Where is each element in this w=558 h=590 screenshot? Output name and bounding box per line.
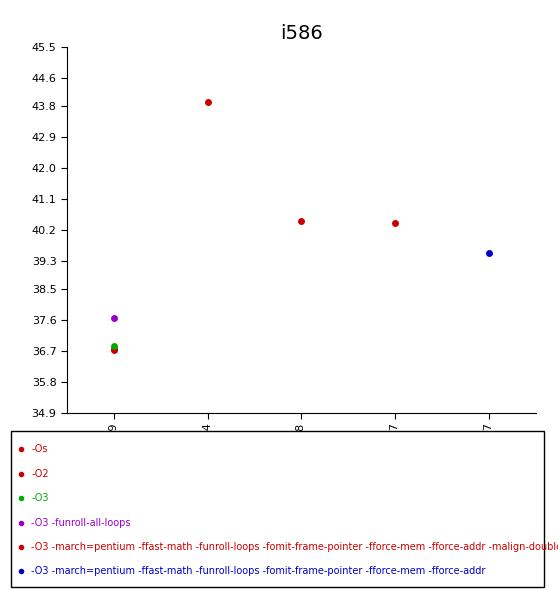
- Text: -O2: -O2: [31, 469, 49, 479]
- Text: -O3 -march=pentium -ffast-math -funroll-loops -fomit-frame-pointer -fforce-mem -: -O3 -march=pentium -ffast-math -funroll-…: [31, 566, 486, 576]
- Text: -O3 -march=pentium -ffast-math -funroll-loops -fomit-frame-pointer -fforce-mem -: -O3 -march=pentium -ffast-math -funroll-…: [31, 542, 558, 552]
- Text: -O3: -O3: [31, 493, 49, 503]
- Title: i586: i586: [280, 24, 323, 43]
- Text: -O3 -funroll-all-loops: -O3 -funroll-all-loops: [31, 517, 131, 527]
- Text: -Os: -Os: [31, 444, 48, 454]
